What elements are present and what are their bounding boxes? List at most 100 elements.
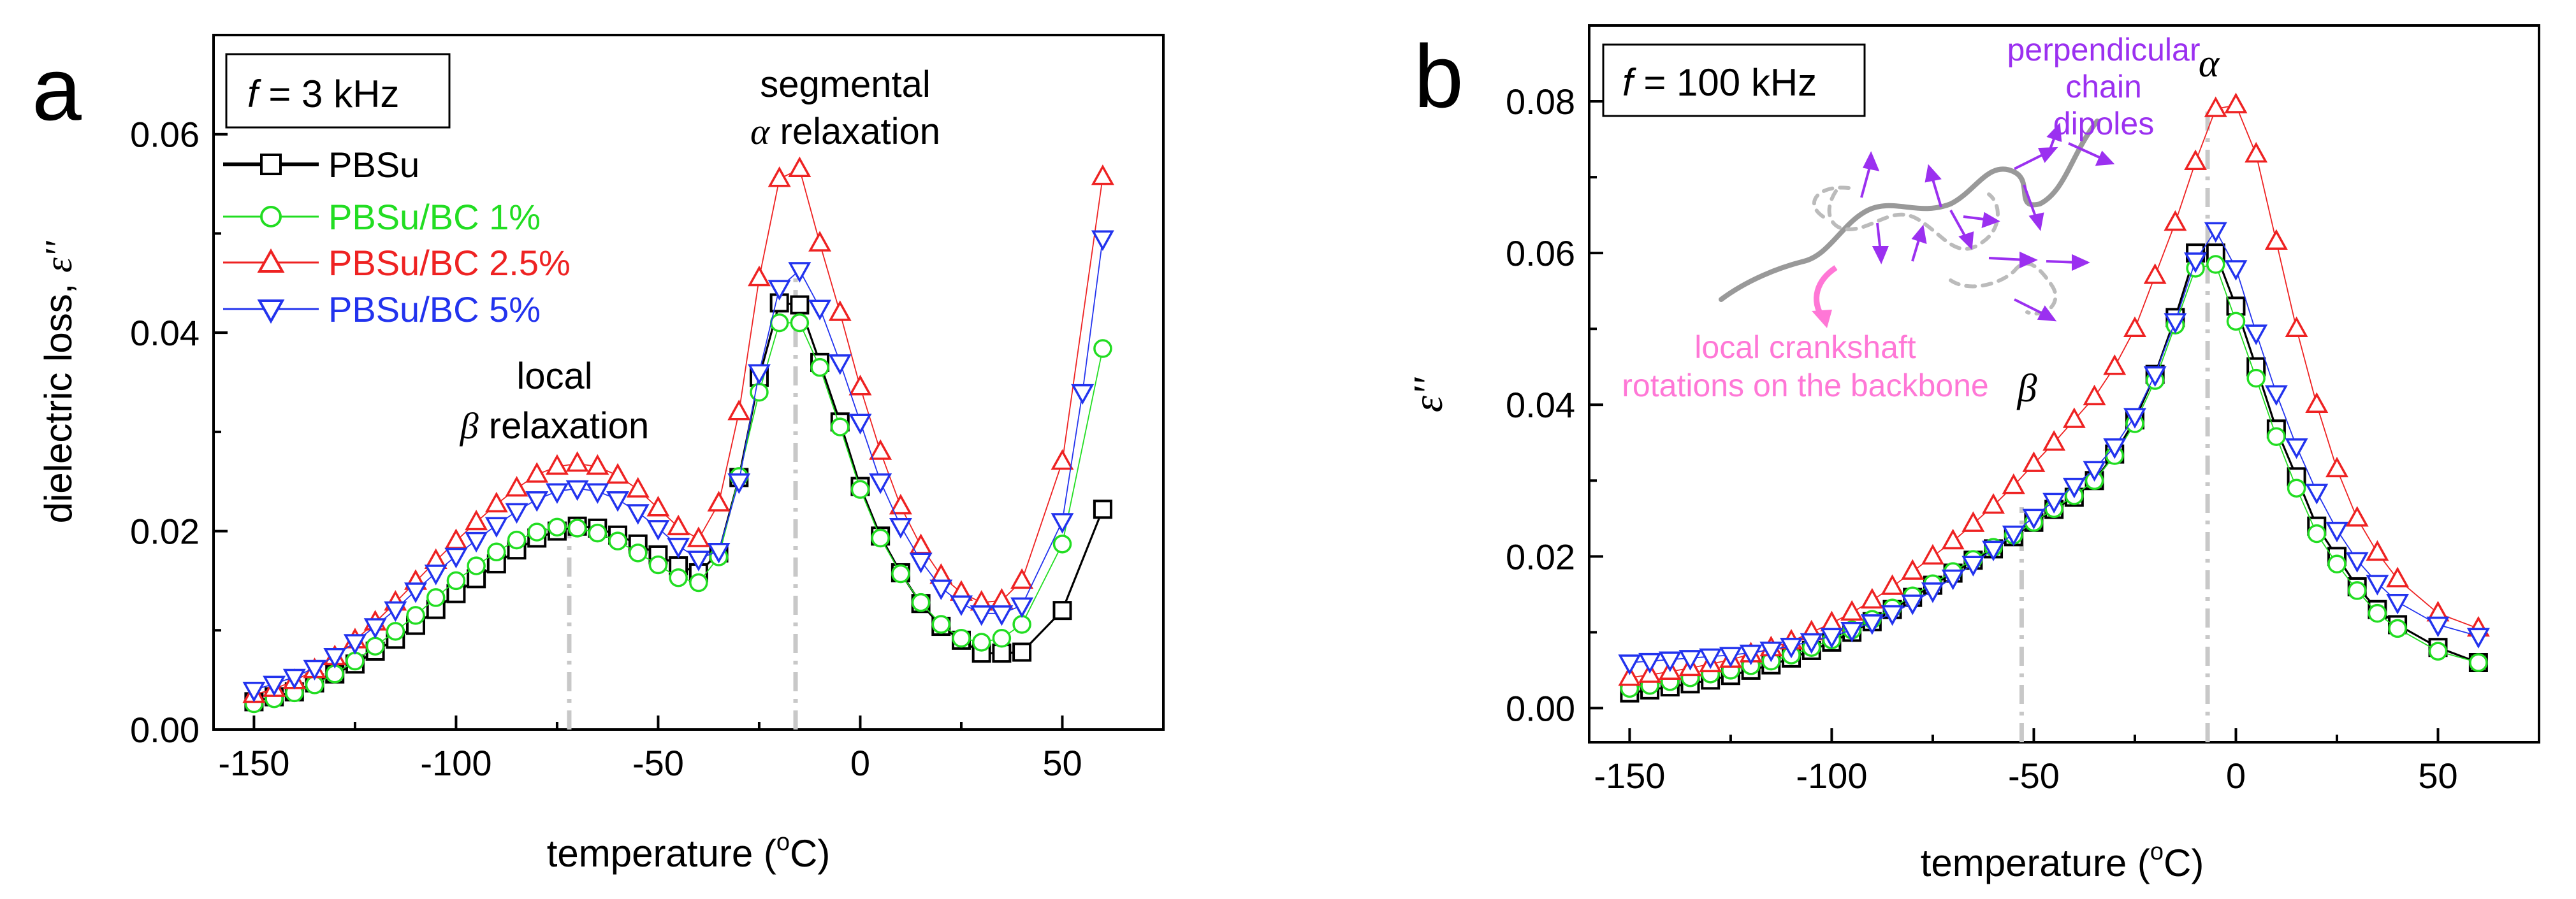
data-point-pbsu-bc-1 xyxy=(426,588,446,607)
data-point-pbsu-bc-2-5 xyxy=(505,476,528,497)
annotation-segmental: segmental xyxy=(760,64,931,105)
data-point-pbsu-bc-2-5 xyxy=(707,491,731,512)
panel-a-y-axis-title: dielectric loss, ε'' xyxy=(37,240,80,523)
data-point-pbsu-bc-2-5 xyxy=(667,514,690,536)
data-point-pbsu-bc-5 xyxy=(950,595,973,616)
data-point-pbsu-bc-2-5 xyxy=(606,463,630,484)
data-point-pbsu-bc-2-5 xyxy=(646,496,670,517)
data-point-pbsu-bc-2-5 xyxy=(2184,149,2208,171)
data-point-pbsu-bc-5 xyxy=(1759,642,1783,663)
data-point-pbsu-bc-5 xyxy=(384,601,407,622)
panel-a-condition-value: = 3 kHz xyxy=(258,73,400,115)
data-point-pbsu-bc-5 xyxy=(303,659,326,681)
data-point-pbsu-bc-2-5 xyxy=(2345,506,2369,527)
data-point-pbsu-bc-1 xyxy=(952,628,971,648)
data-point-pbsu-bc-5 xyxy=(1982,540,2005,562)
y-tick-label: 0.00 xyxy=(130,710,200,750)
panel-b: b per xyxy=(1405,24,2540,884)
panel-b-condition-var: f xyxy=(1622,61,1636,104)
data-point-pbsu-bc-5 xyxy=(727,473,751,494)
data-point-pbsu-bc-1 xyxy=(507,530,527,550)
data-point-pbsu-bc-5 xyxy=(929,579,953,600)
polymer-chain-projection xyxy=(1812,185,2058,316)
data-point-pbsu-bc-1 xyxy=(446,571,466,591)
data-point-pbsu-bc-5 xyxy=(2386,594,2410,615)
panel-a-series xyxy=(242,156,1114,714)
data-point-pbsu-bc-2-5 xyxy=(2264,229,2288,250)
data-point-pbsu-bc-2-5 xyxy=(1860,587,1884,609)
data-point-pbsu-bc-2-5 xyxy=(444,528,468,549)
data-point-pbsu-bc-5 xyxy=(2184,252,2208,273)
data-point-pbsu-bc-5 xyxy=(2022,508,2046,530)
data-point-pbsu-bc-5 xyxy=(1699,648,1722,670)
data-point-pbsu-bc-1 xyxy=(669,568,688,587)
data-point-pbsu-bc-5 xyxy=(1881,605,1904,626)
annotation-alpha: α xyxy=(2199,42,2220,85)
data-point-pbsu-bc-5 xyxy=(263,675,286,696)
data-point-pbsu-bc-5 xyxy=(1840,622,1864,643)
data-point-pbsu-bc-2-5 xyxy=(727,399,751,421)
data-point-pbsu-bc-5 xyxy=(2224,260,2248,281)
data-point-pbsu-bc-5 xyxy=(606,491,630,512)
data-point-pbsu-bc-2-5 xyxy=(2224,92,2248,113)
data-point-pbsu-bc-5 xyxy=(545,483,569,504)
panel-a-reference-lines xyxy=(567,268,798,730)
x-tick-label: 0 xyxy=(850,743,870,783)
data-point-pbsu-bc-2-5 xyxy=(788,156,811,177)
data-point-pbsu-bc-5 xyxy=(444,547,468,569)
legend-item-pbsu-bc-2-5: PBSu/BC 2.5% xyxy=(223,243,571,283)
data-point-pbsu-bc-2-5 xyxy=(2325,456,2348,478)
series-line-pbsu-bc-1 xyxy=(1629,264,2479,689)
data-point-pbsu-bc-5 xyxy=(1638,652,1662,674)
data-point-pbsu-bc-2-5 xyxy=(484,491,508,513)
data-point-pbsu-bc-5 xyxy=(323,648,347,669)
panel-b-series xyxy=(1618,92,2490,703)
data-point-pbsu xyxy=(1012,642,1032,662)
data-point-pbsu-bc-1 xyxy=(2428,642,2448,661)
data-point-pbsu-bc-2-5 xyxy=(1921,543,1944,565)
data-point-pbsu-bc-5 xyxy=(1618,654,1641,675)
data-point-pbsu-bc-2-5 xyxy=(889,494,912,515)
data-point-pbsu-bc-2-5 xyxy=(2002,473,2025,494)
data-point-pbsu-bc-5 xyxy=(2366,575,2389,596)
legend-label-pbsu-bc-5: PBSu/BC 5% xyxy=(328,289,541,329)
data-point-pbsu-bc-5 xyxy=(282,668,306,690)
data-point-pbsu-bc-5 xyxy=(646,520,670,541)
data-point-pbsu-bc-5 xyxy=(565,480,589,501)
data-point-pbsu-bc-5 xyxy=(707,542,731,564)
data-point-pbsu-bc-2-5 xyxy=(990,587,1014,609)
x-tick-label: -150 xyxy=(218,743,289,783)
data-point-pbsu-bc-1 xyxy=(346,651,365,671)
data-point-pbsu-bc-1 xyxy=(689,573,708,593)
panel-a-y-tick-labels: 0.00 0.02 0.04 0.06 xyxy=(130,115,200,750)
data-point-pbsu-bc-5 xyxy=(343,634,367,655)
data-point-pbsu-bc-2-5 xyxy=(545,454,569,475)
data-point-pbsu-bc-5 xyxy=(2305,484,2329,505)
data-point-pbsu-bc-2-5 xyxy=(2143,263,2167,284)
panel-a-condition-box xyxy=(225,53,451,129)
legend-label-pbsu-bc-2-5: PBSu/BC 2.5% xyxy=(328,243,571,283)
legend-item-pbsu-bc-1: PBSu/BC 1% xyxy=(223,197,541,237)
data-point-pbsu-bc-2-5 xyxy=(1618,665,1641,686)
data-point-pbsu-bc-5 xyxy=(2426,616,2450,638)
data-point-pbsu-bc-1 xyxy=(2469,653,2488,672)
data-point-pbsu-bc-5 xyxy=(889,518,912,539)
data-point-pbsu-bc-2-5 xyxy=(1840,600,1864,621)
data-point-pbsu-bc-2-5 xyxy=(465,509,488,531)
data-point-pbsu-bc-2-5 xyxy=(2245,141,2268,163)
data-point-pbsu-bc-2-5 xyxy=(869,439,892,460)
data-point-pbsu-bc-5 xyxy=(990,605,1014,626)
data-point-pbsu-bc-1 xyxy=(2267,427,2286,446)
data-point-pbsu-bc-5 xyxy=(1071,384,1095,405)
data-point-pbsu-bc-5 xyxy=(828,354,852,375)
data-point-pbsu-bc-5 xyxy=(363,618,387,639)
y-tick-label: 0.00 xyxy=(1506,688,1575,728)
panel-b-plot-frame xyxy=(1588,24,2540,744)
data-point-pbsu-bc-1 xyxy=(628,543,648,563)
data-point-pbsu-bc-5 xyxy=(1800,633,1823,654)
alpha-symbol: α xyxy=(750,111,771,152)
data-point-pbsu-bc-1 xyxy=(750,382,769,402)
data-point-pbsu-bc-1 xyxy=(467,556,486,575)
data-point-pbsu-bc-1 xyxy=(648,555,668,575)
